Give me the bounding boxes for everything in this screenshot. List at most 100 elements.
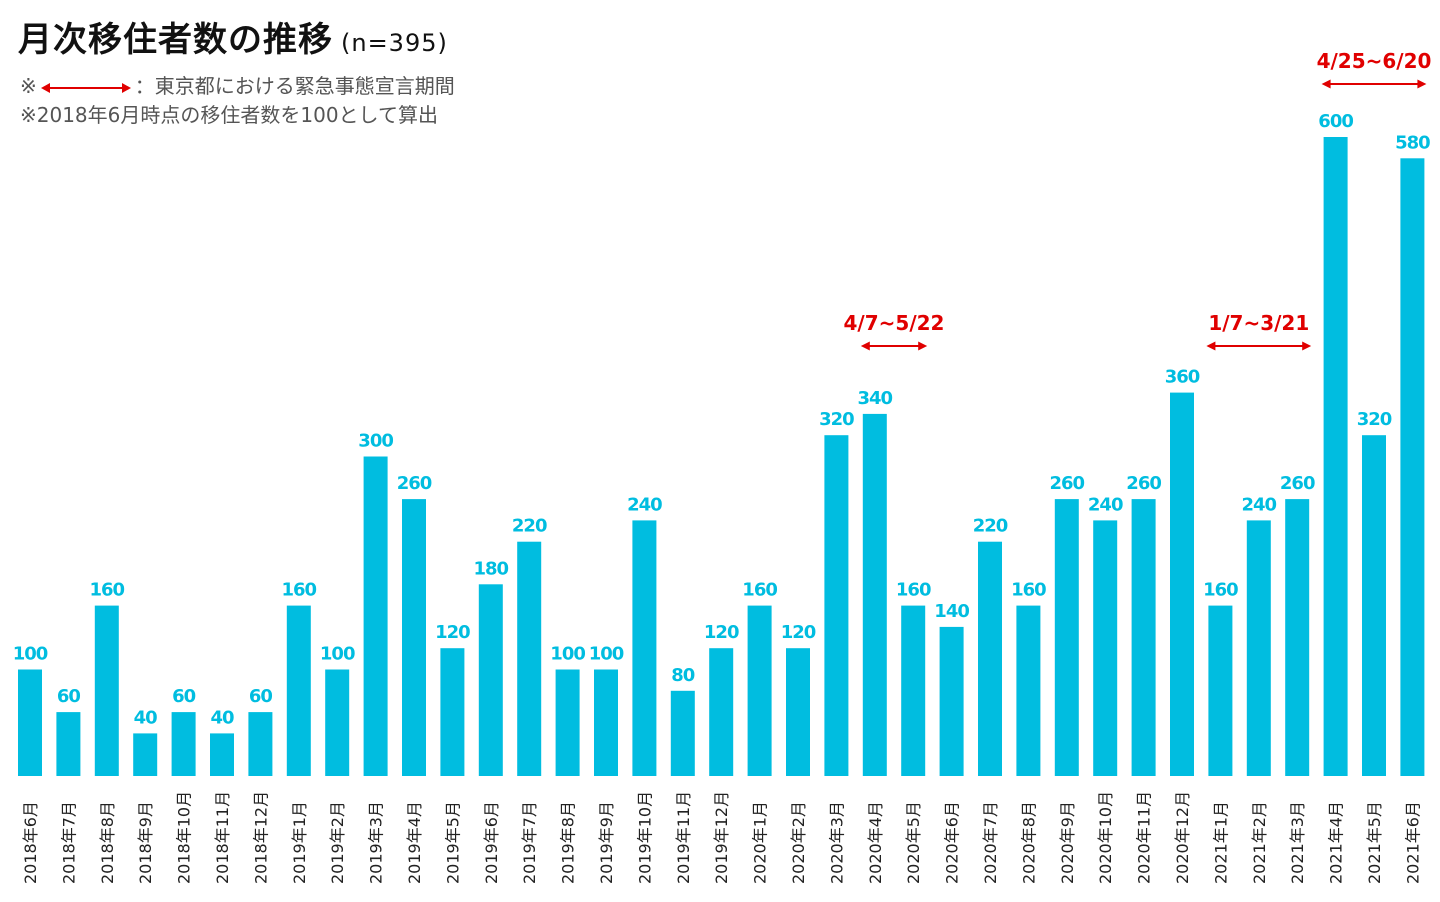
x-tick-label: 2018年9月 bbox=[136, 801, 155, 884]
bar bbox=[440, 648, 465, 776]
bar bbox=[517, 541, 542, 776]
x-tick-label: 2019年1月 bbox=[290, 801, 309, 884]
data-label: 160 bbox=[896, 580, 931, 601]
bar bbox=[478, 584, 503, 776]
red-double-arrow-icon bbox=[40, 82, 131, 93]
data-label: 140 bbox=[934, 601, 969, 622]
data-label: 320 bbox=[1357, 409, 1392, 430]
bar bbox=[862, 413, 887, 776]
data-label: 260 bbox=[1050, 473, 1085, 494]
x-tick-label: 2018年6月 bbox=[21, 801, 40, 884]
x-tick-label: 2019年3月 bbox=[367, 801, 386, 884]
data-label: 600 bbox=[1318, 111, 1353, 132]
arrow-head-left-icon bbox=[1206, 341, 1216, 351]
x-tick-label: 2021年1月 bbox=[1211, 801, 1230, 884]
data-label: 120 bbox=[781, 622, 816, 643]
base-note: ※2018年6月時点の移住者数を100として算出 bbox=[20, 103, 438, 127]
x-tick-label: 2019年8月 bbox=[559, 801, 578, 884]
data-label: 220 bbox=[973, 516, 1008, 537]
x-tick-label: 2020年2月 bbox=[789, 801, 808, 884]
data-label: 60 bbox=[172, 686, 196, 707]
x-tick-label: 2018年12月 bbox=[251, 791, 270, 884]
data-label: 160 bbox=[742, 580, 777, 601]
annotation-label: 1/7~3/21 bbox=[1208, 311, 1309, 335]
data-label: 100 bbox=[550, 644, 585, 665]
x-tick-label: 2020年6月 bbox=[943, 801, 962, 884]
bar bbox=[670, 690, 695, 776]
bar bbox=[1323, 137, 1348, 776]
x-tick-label: 2021年5月 bbox=[1365, 801, 1384, 884]
emergency-period-annotation: 1/7~3/21 bbox=[1206, 311, 1312, 351]
bar bbox=[555, 669, 580, 776]
x-tick-label: 2019年11月 bbox=[674, 791, 693, 884]
arrow-head-right-icon bbox=[918, 341, 928, 351]
sample-size: (n=395) bbox=[341, 29, 448, 57]
data-label: 100 bbox=[320, 644, 355, 665]
data-label: 240 bbox=[1242, 494, 1277, 515]
x-tick-label: 2020年9月 bbox=[1058, 801, 1077, 884]
data-label: 180 bbox=[474, 558, 509, 579]
x-tick-label: 2018年10月 bbox=[175, 791, 194, 884]
x-tick-label: 2021年6月 bbox=[1403, 801, 1422, 884]
x-tick-label: 2019年12月 bbox=[712, 791, 731, 884]
x-tick-label: 2020年8月 bbox=[1019, 801, 1038, 884]
x-tick-label: 2019年4月 bbox=[405, 801, 424, 884]
bar bbox=[1362, 435, 1386, 776]
data-label: 100 bbox=[589, 644, 624, 665]
bar bbox=[939, 626, 964, 776]
data-label: 580 bbox=[1395, 132, 1430, 153]
arrow-head-left-icon bbox=[860, 341, 870, 351]
bar bbox=[1170, 392, 1194, 776]
x-tick-label: 2019年10月 bbox=[635, 791, 654, 884]
bar bbox=[210, 733, 234, 776]
annotation-label: 4/7~5/22 bbox=[844, 311, 945, 335]
bar bbox=[1054, 499, 1079, 776]
data-label: 100 bbox=[13, 644, 48, 665]
data-label: 40 bbox=[134, 707, 158, 728]
bar bbox=[325, 669, 350, 776]
x-tick-label: 2021年3月 bbox=[1288, 801, 1307, 884]
bar bbox=[1131, 499, 1156, 776]
bar bbox=[1208, 605, 1233, 776]
bar bbox=[286, 605, 311, 776]
arrow-head-right-icon bbox=[1417, 79, 1427, 89]
data-label: 60 bbox=[57, 686, 81, 707]
x-tick-label: 2019年7月 bbox=[520, 801, 539, 884]
x-tick-label: 2018年11月 bbox=[213, 791, 232, 884]
emergency-period-annotation: 4/7~5/22 bbox=[844, 311, 945, 351]
x-tick-label: 2020年12月 bbox=[1173, 791, 1192, 884]
bar bbox=[978, 541, 1002, 776]
data-label: 320 bbox=[819, 409, 854, 430]
data-label: 120 bbox=[704, 622, 739, 643]
bar bbox=[1093, 520, 1118, 776]
data-label: 160 bbox=[1203, 580, 1238, 601]
data-label: 160 bbox=[282, 580, 317, 601]
bar bbox=[824, 435, 849, 776]
data-label: 120 bbox=[435, 622, 470, 643]
data-label: 360 bbox=[1165, 367, 1200, 388]
legend-note: ※ ：東京都における緊急事態宣言期間 bbox=[20, 70, 455, 99]
bar bbox=[1285, 499, 1310, 776]
data-label: 260 bbox=[397, 473, 432, 494]
bar bbox=[786, 648, 810, 776]
bar bbox=[901, 605, 926, 776]
data-label: 260 bbox=[1280, 473, 1315, 494]
x-tick-label: 2018年8月 bbox=[98, 801, 117, 884]
title-text: 月次移住者数の推移 bbox=[18, 20, 333, 60]
bar bbox=[94, 605, 119, 776]
x-tick-label: 2019年5月 bbox=[443, 801, 462, 884]
data-label: 160 bbox=[1011, 580, 1046, 601]
annotation-label: 4/25~6/20 bbox=[1317, 49, 1432, 73]
data-label: 160 bbox=[90, 580, 125, 601]
bar bbox=[632, 520, 657, 776]
bar bbox=[402, 499, 426, 776]
chart-title: 月次移住者数の推移 (n=395) bbox=[18, 12, 448, 61]
data-label: 340 bbox=[858, 388, 893, 409]
bar bbox=[363, 456, 388, 776]
x-tick-label: 2021年2月 bbox=[1250, 801, 1269, 884]
x-tick-label: 2020年4月 bbox=[866, 801, 885, 884]
bar bbox=[709, 648, 734, 776]
arrow-head-left-icon bbox=[1321, 79, 1331, 89]
bar bbox=[594, 669, 618, 776]
